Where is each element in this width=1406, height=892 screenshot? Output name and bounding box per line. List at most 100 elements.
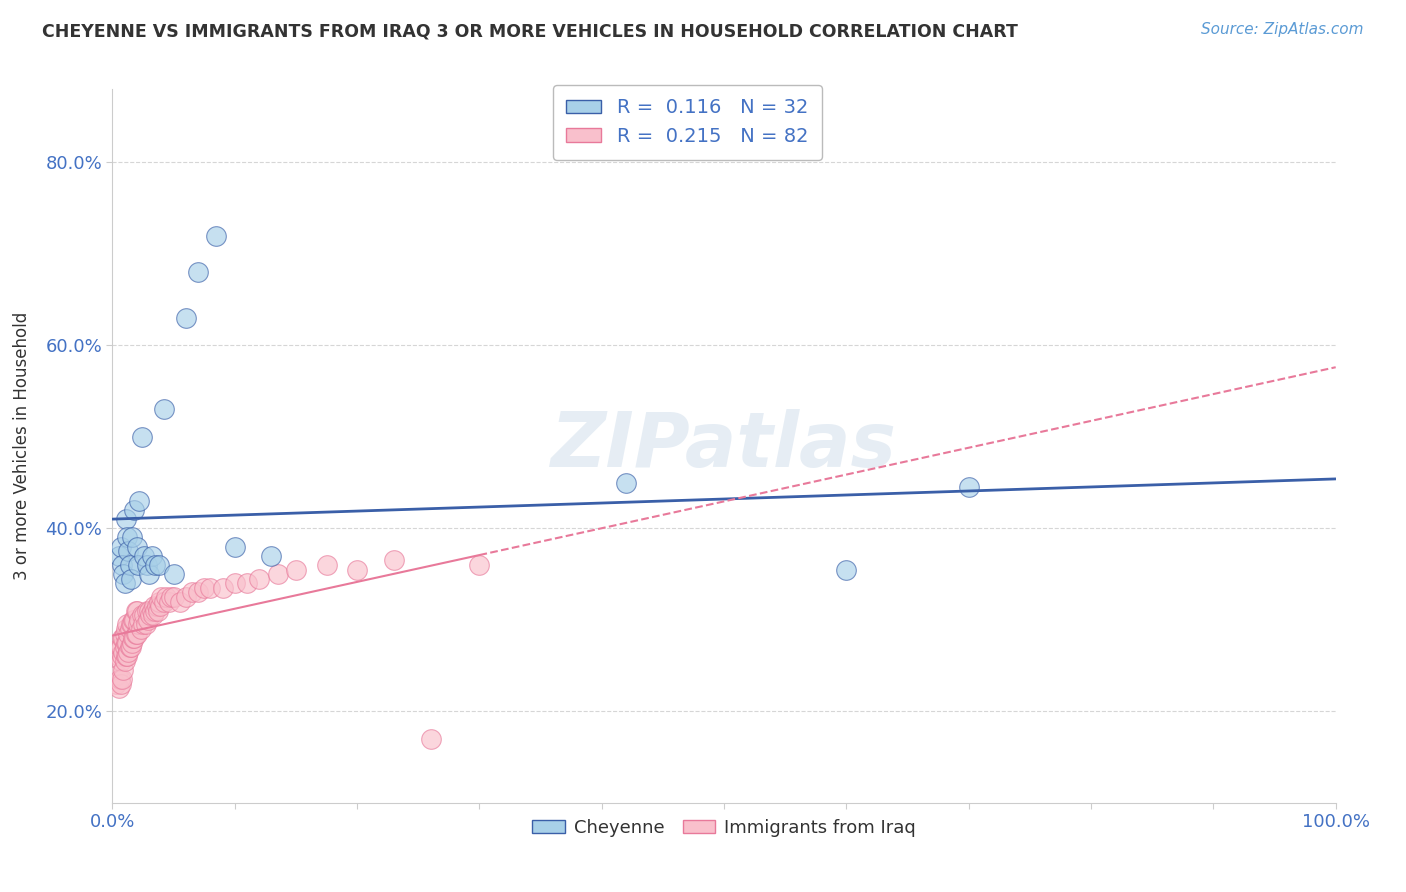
Point: [117, 544, 139, 558]
Point: [111, 558, 134, 572]
Point: [139, 608, 162, 623]
Point: [107, 681, 129, 696]
Point: [134, 549, 156, 563]
Point: [957, 480, 980, 494]
Point: [135, 558, 157, 572]
Point: [128, 613, 150, 627]
Point: [266, 567, 288, 582]
Point: [141, 604, 163, 618]
Point: [118, 622, 141, 636]
Point: [118, 640, 141, 655]
Point: [107, 649, 129, 664]
Point: [835, 562, 858, 576]
Text: CHEYENNE VS IMMIGRANTS FROM IRAQ 3 OR MORE VEHICLES IN HOUSEHOLD CORRELATION CHA: CHEYENNE VS IMMIGRANTS FROM IRAQ 3 OR MO…: [42, 22, 1018, 40]
Point: [236, 576, 259, 591]
Text: Source: ZipAtlas.com: Source: ZipAtlas.com: [1201, 22, 1364, 37]
Point: [124, 631, 146, 645]
Point: [614, 475, 637, 490]
Point: [112, 645, 135, 659]
Point: [114, 626, 136, 640]
Point: [143, 604, 166, 618]
Point: [125, 626, 148, 640]
Point: [115, 636, 138, 650]
Point: [110, 540, 132, 554]
Point: [115, 531, 138, 545]
Point: [127, 558, 149, 572]
Point: [131, 608, 153, 623]
Point: [187, 265, 209, 279]
Point: [122, 613, 145, 627]
Point: [112, 567, 135, 582]
Point: [149, 599, 172, 613]
Point: [155, 590, 177, 604]
Point: [260, 549, 283, 563]
Point: [111, 649, 134, 664]
Point: [134, 608, 156, 623]
Point: [117, 645, 139, 659]
Point: [157, 594, 180, 608]
Point: [128, 494, 150, 508]
Point: [174, 590, 197, 604]
Point: [160, 590, 183, 604]
Point: [153, 402, 176, 417]
Point: [145, 599, 167, 613]
Point: [141, 549, 163, 563]
Point: [112, 631, 135, 645]
Point: [122, 631, 145, 645]
Point: [135, 604, 157, 618]
Point: [134, 617, 156, 632]
Point: [382, 553, 405, 567]
Point: [125, 604, 148, 618]
Point: [468, 558, 491, 572]
Point: [150, 590, 173, 604]
Point: [163, 567, 186, 582]
Point: [211, 581, 233, 595]
Point: [193, 581, 215, 595]
Point: [315, 558, 337, 572]
Point: [131, 430, 153, 444]
Point: [127, 617, 149, 632]
Point: [120, 640, 142, 655]
Point: [125, 626, 148, 640]
Point: [115, 649, 138, 664]
Point: [419, 731, 441, 746]
Point: [142, 608, 165, 623]
Point: [148, 594, 170, 608]
Point: [105, 677, 128, 691]
Point: [247, 572, 270, 586]
Point: [120, 572, 142, 586]
Point: [138, 567, 160, 582]
Point: [111, 631, 134, 645]
Point: [125, 540, 148, 554]
Point: [121, 636, 143, 650]
Point: [107, 549, 129, 563]
Point: [108, 673, 131, 687]
Text: ZIPatlas: ZIPatlas: [551, 409, 897, 483]
Point: [181, 585, 204, 599]
Point: [105, 667, 128, 681]
Point: [121, 617, 143, 632]
Point: [224, 576, 246, 591]
Point: [115, 636, 138, 650]
Point: [115, 649, 138, 664]
Point: [114, 640, 136, 655]
Point: [114, 576, 136, 591]
Point: [124, 503, 146, 517]
Point: [115, 622, 138, 636]
Point: [115, 512, 138, 526]
Point: [124, 613, 146, 627]
Point: [136, 613, 159, 627]
Point: [205, 228, 228, 243]
Point: [121, 531, 143, 545]
Point: [224, 540, 246, 554]
Legend: Cheyenne, Immigrants from Iraq: Cheyenne, Immigrants from Iraq: [524, 812, 924, 844]
Point: [120, 617, 142, 632]
Point: [187, 585, 209, 599]
Point: [111, 673, 134, 687]
Point: [174, 310, 197, 325]
Point: [129, 622, 152, 636]
Y-axis label: 3 or more Vehicles in Household: 3 or more Vehicles in Household: [13, 312, 31, 580]
Point: [143, 599, 166, 613]
Point: [148, 558, 170, 572]
Point: [110, 640, 132, 655]
